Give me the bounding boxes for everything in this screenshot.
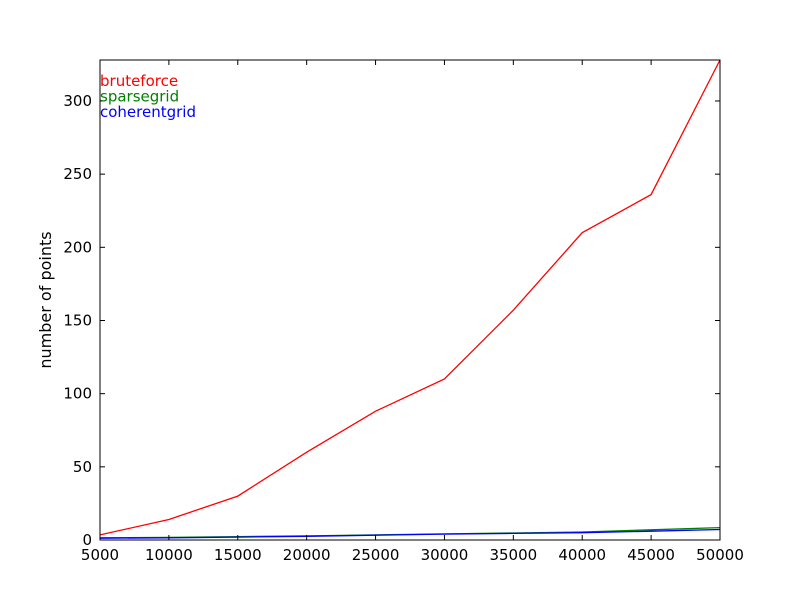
- legend-entry-coherentgrid: coherentgrid: [100, 103, 196, 121]
- legend-entry-bruteforce: bruteforce: [100, 72, 178, 90]
- x-tick-label: 15000: [214, 546, 262, 564]
- x-tick-label: 5000: [81, 546, 119, 564]
- y-tick-label: 200: [63, 238, 92, 256]
- series-line-coherentgrid: [99, 528, 721, 539]
- series-line-sparsegrid: [99, 526, 721, 539]
- y-tick-label: 50: [73, 458, 92, 476]
- axes: 5000 10000 15000 20000 25000 30000 35000 40000 4…: [63, 59, 744, 564]
- y-tick-label: 150: [63, 311, 92, 329]
- x-tick-label: 50000: [696, 546, 744, 564]
- x-tick-label: 35000: [489, 546, 537, 564]
- y-axis-label: number of points: [36, 231, 55, 368]
- y-tick-label: 100: [63, 385, 92, 403]
- y-tick-label: 0: [82, 531, 92, 549]
- series-line-bruteforce: [99, 59, 721, 536]
- x-tick-label: 25000: [352, 546, 400, 564]
- x-tick-label: 40000: [558, 546, 606, 564]
- x-tick-label: 30000: [421, 546, 469, 564]
- legend-entry-sparsegrid: sparsegrid: [100, 88, 179, 106]
- series-lines: [99, 59, 721, 539]
- x-tick-label: 20000: [283, 546, 331, 564]
- y-tick-label: 250: [63, 165, 92, 183]
- x-tick-label: 10000: [145, 546, 193, 564]
- y-tick-label: 300: [63, 92, 92, 110]
- x-tick-label: 45000: [627, 546, 675, 564]
- plot-frame: [99, 59, 721, 541]
